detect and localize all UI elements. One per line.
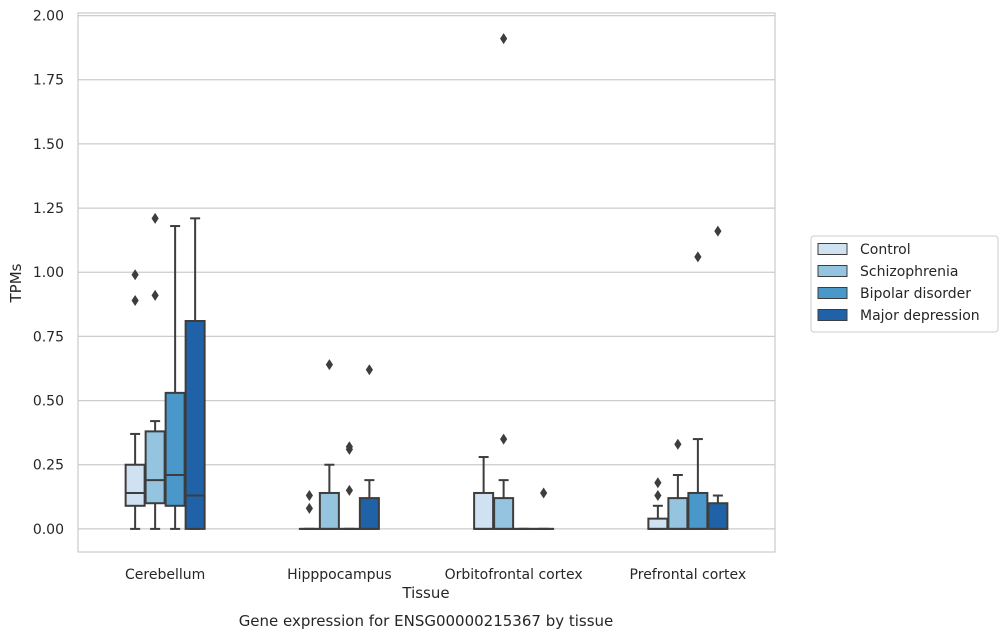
legend-frame xyxy=(810,235,999,333)
box-body xyxy=(473,491,495,530)
y-tick-label: 1.50 xyxy=(33,137,64,153)
outlier-point xyxy=(131,269,139,281)
outlier-point xyxy=(325,359,333,371)
legend-swatch xyxy=(817,243,848,255)
box-body xyxy=(647,517,669,530)
box-1-2 xyxy=(493,33,515,530)
outlier-point xyxy=(694,251,702,263)
box-body xyxy=(144,430,166,505)
box-body xyxy=(164,391,186,507)
box-0-1 xyxy=(298,490,320,530)
box-body xyxy=(707,502,729,530)
x-axis-label: Tissue xyxy=(401,584,449,602)
legend-label: Bipolar disorder xyxy=(860,286,971,302)
legend-swatch xyxy=(817,265,848,277)
y-tick-label: 1.00 xyxy=(33,265,64,281)
outlier-point xyxy=(714,225,722,237)
legend-swatch xyxy=(817,287,848,299)
x-tick-label: Hipppocampus xyxy=(287,567,392,583)
box-body xyxy=(184,320,206,530)
y-tick-label: 0.75 xyxy=(33,329,64,345)
outlier-point xyxy=(500,33,508,45)
y-tick-label: 1.25 xyxy=(33,201,64,217)
legend-label: Schizophrenia xyxy=(860,264,958,280)
y-tick-label: 0.25 xyxy=(33,458,64,474)
box-2-0 xyxy=(164,225,186,530)
y-tick-label: 0.50 xyxy=(33,394,64,410)
box-0-2 xyxy=(473,456,495,530)
box-1-0 xyxy=(144,212,166,530)
y-tick-label: 2.00 xyxy=(33,9,64,25)
box-3-2 xyxy=(533,487,555,530)
box-3-3 xyxy=(707,225,729,530)
x-tick-label: Prefrontal cortex xyxy=(630,567,747,583)
outlier-point xyxy=(674,438,682,450)
legend-swatch xyxy=(817,309,848,321)
box-1-1 xyxy=(318,359,340,530)
box-3-0 xyxy=(184,217,206,530)
box-2-1 xyxy=(338,441,360,530)
y-tick-label: 0.00 xyxy=(33,522,64,538)
outlier-point xyxy=(345,441,353,453)
legend: Control Schizophrenia Bipolar disorder Majo… xyxy=(810,235,999,333)
chart-caption: Gene expression for ENSG00000215367 by t… xyxy=(239,612,614,630)
box-3-1 xyxy=(358,364,380,530)
box-body xyxy=(318,491,340,530)
outlier-point xyxy=(151,289,159,301)
box-body xyxy=(493,497,515,530)
legend-label: Major depression xyxy=(860,308,980,324)
outlier-point xyxy=(305,502,313,514)
outlier-point xyxy=(151,212,159,224)
x-tick-labels: Cerebellum Hipppocampus Orbitofrontal cort… xyxy=(125,567,746,583)
box-0-0 xyxy=(124,269,146,530)
box-body xyxy=(358,497,380,530)
outlier-point xyxy=(305,490,313,502)
box-0-3 xyxy=(647,477,669,530)
outlier-point xyxy=(365,364,373,376)
outlier-point xyxy=(654,477,662,489)
box-1-3 xyxy=(667,438,689,530)
box-body xyxy=(124,463,146,507)
outlier-point xyxy=(131,294,139,306)
box-marks xyxy=(124,33,729,530)
outlier-point xyxy=(654,490,662,502)
outlier-point xyxy=(540,487,548,499)
legend-label: Control xyxy=(860,242,911,258)
x-tick-label: Cerebellum xyxy=(125,567,205,583)
outlier-point xyxy=(500,433,508,445)
y-tick-labels: 0.00 0.25 0.50 0.75 1.00 1.25 1.50 1.75 2.00 xyxy=(33,9,64,538)
x-tick-label: Orbitofrontal cortex xyxy=(445,567,583,583)
box-body xyxy=(667,497,689,530)
y-axis-label: TPMs xyxy=(7,263,25,303)
box-body xyxy=(687,491,709,530)
y-tick-label: 1.75 xyxy=(33,73,64,89)
outlier-point xyxy=(345,484,353,496)
box-2-3 xyxy=(687,251,709,530)
plot-frame xyxy=(77,12,776,553)
